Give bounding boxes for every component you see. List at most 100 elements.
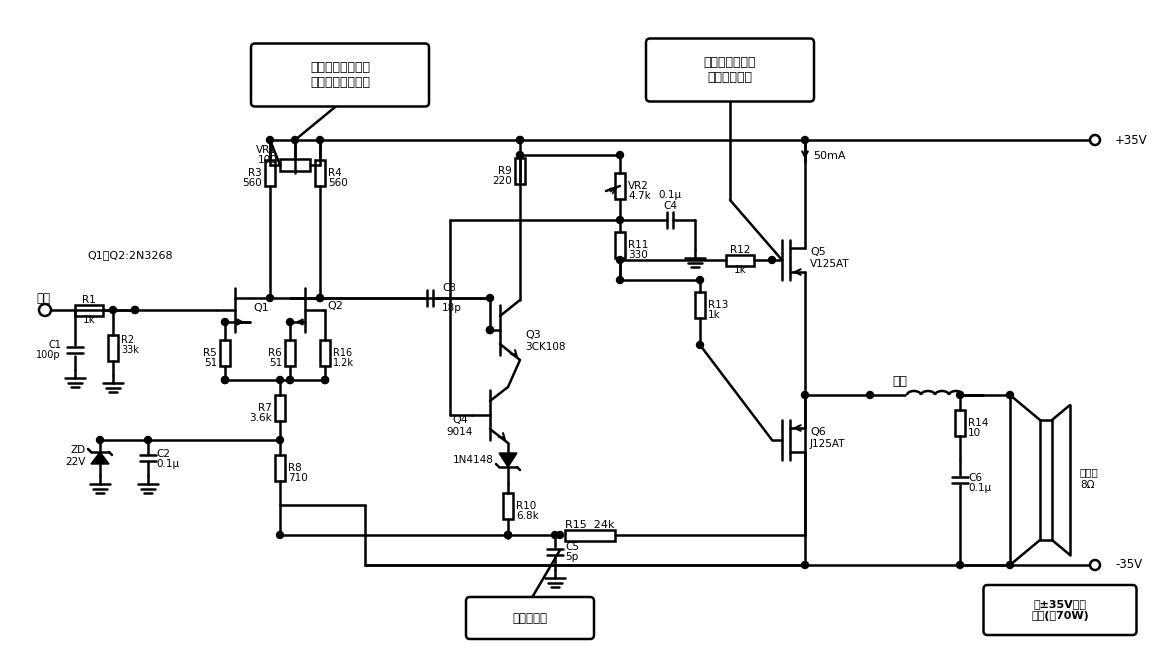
Text: Q1、Q2:2N3268: Q1、Q2:2N3268 [87,250,173,260]
Text: 输出: 输出 [892,375,907,387]
Circle shape [551,532,558,538]
Text: Q5: Q5 [809,247,826,257]
Circle shape [277,532,284,538]
Circle shape [505,532,512,538]
Circle shape [516,136,523,144]
Text: R13: R13 [708,300,728,310]
Text: 3CK108: 3CK108 [525,342,565,352]
Circle shape [616,257,623,263]
Circle shape [109,307,116,313]
Circle shape [266,295,273,301]
Text: 3.6k: 3.6k [249,413,272,423]
Circle shape [866,391,873,399]
Text: +35V: +35V [1115,134,1148,146]
Text: R16: R16 [333,348,352,358]
Circle shape [697,277,704,283]
Bar [274,395,285,421]
FancyBboxPatch shape [251,43,429,106]
Text: 0.1μ: 0.1μ [968,483,991,493]
Text: R12: R12 [730,245,750,255]
Text: Q1: Q1 [254,303,269,313]
Text: R1: R1 [83,295,95,305]
Text: 1N4148: 1N4148 [454,455,494,465]
Text: C3: C3 [442,283,456,293]
Circle shape [801,562,808,568]
Text: 1.2k: 1.2k [333,358,354,368]
Text: 330: 330 [628,250,648,260]
Circle shape [1090,135,1100,145]
Text: 9014: 9014 [447,427,473,437]
Text: R6: R6 [269,348,281,358]
Text: R10: R10 [516,501,536,511]
Circle shape [131,307,138,313]
Circle shape [221,377,228,383]
Text: C6: C6 [968,473,982,483]
Circle shape [321,377,328,383]
Text: C4: C4 [663,201,677,211]
Bar [274,455,285,481]
Circle shape [316,295,323,301]
Text: Q2: Q2 [327,301,343,311]
Text: R8: R8 [288,463,301,473]
Bar [615,173,625,199]
Text: 10: 10 [968,428,982,438]
Text: -35V: -35V [1115,558,1142,572]
Bar [615,232,625,258]
Circle shape [144,436,151,444]
Text: R7: R7 [258,403,272,413]
Text: R9: R9 [498,166,512,176]
FancyBboxPatch shape [984,585,1136,635]
Text: 710: 710 [288,473,308,483]
Bar [695,292,705,318]
Circle shape [697,341,704,349]
Text: R11: R11 [628,240,649,250]
Circle shape [801,136,808,144]
Circle shape [292,136,299,144]
Text: VR2: VR2 [628,181,649,191]
Bar [565,530,615,540]
Circle shape [221,377,228,383]
Bar [320,340,330,366]
Text: 8Ω: 8Ω [1080,480,1094,490]
Circle shape [266,136,273,144]
Text: 由±35V电源
供电(约70W): 由±35V电源 供电(约70W) [1032,599,1089,621]
Circle shape [277,436,284,444]
Circle shape [956,391,963,399]
Bar [285,340,295,366]
Bar [726,255,754,265]
Bar [1040,420,1053,540]
Polygon shape [499,453,518,467]
Text: R3: R3 [248,168,262,178]
Text: 6.8k: 6.8k [516,511,538,521]
Circle shape [616,152,623,158]
Circle shape [486,327,493,333]
Circle shape [316,295,323,301]
Circle shape [1006,391,1013,399]
Bar [108,335,117,361]
Text: 50mA: 50mA [813,151,846,161]
Text: ZD: ZD [71,445,86,455]
Circle shape [769,257,776,263]
Text: C1: C1 [48,340,60,350]
Circle shape [316,136,323,144]
Text: 100p: 100p [36,350,60,360]
Bar [280,159,311,171]
Text: 1k: 1k [708,310,721,320]
Polygon shape [297,319,304,325]
Circle shape [616,216,623,224]
Text: R14: R14 [968,418,989,428]
Circle shape [277,377,284,383]
FancyBboxPatch shape [645,39,814,102]
Circle shape [486,295,493,301]
Text: 负反馈电路: 负反馈电路 [513,611,548,625]
Bar [315,160,324,186]
Text: 输入: 输入 [36,291,50,305]
Circle shape [321,377,328,383]
Circle shape [557,532,564,538]
Text: R5: R5 [204,348,217,358]
Circle shape [286,377,293,383]
Bar [955,410,965,436]
Circle shape [1006,562,1013,568]
Text: 输入放大器采用场
效应管差分放大器: 输入放大器采用场 效应管差分放大器 [311,61,370,89]
Circle shape [516,136,523,144]
